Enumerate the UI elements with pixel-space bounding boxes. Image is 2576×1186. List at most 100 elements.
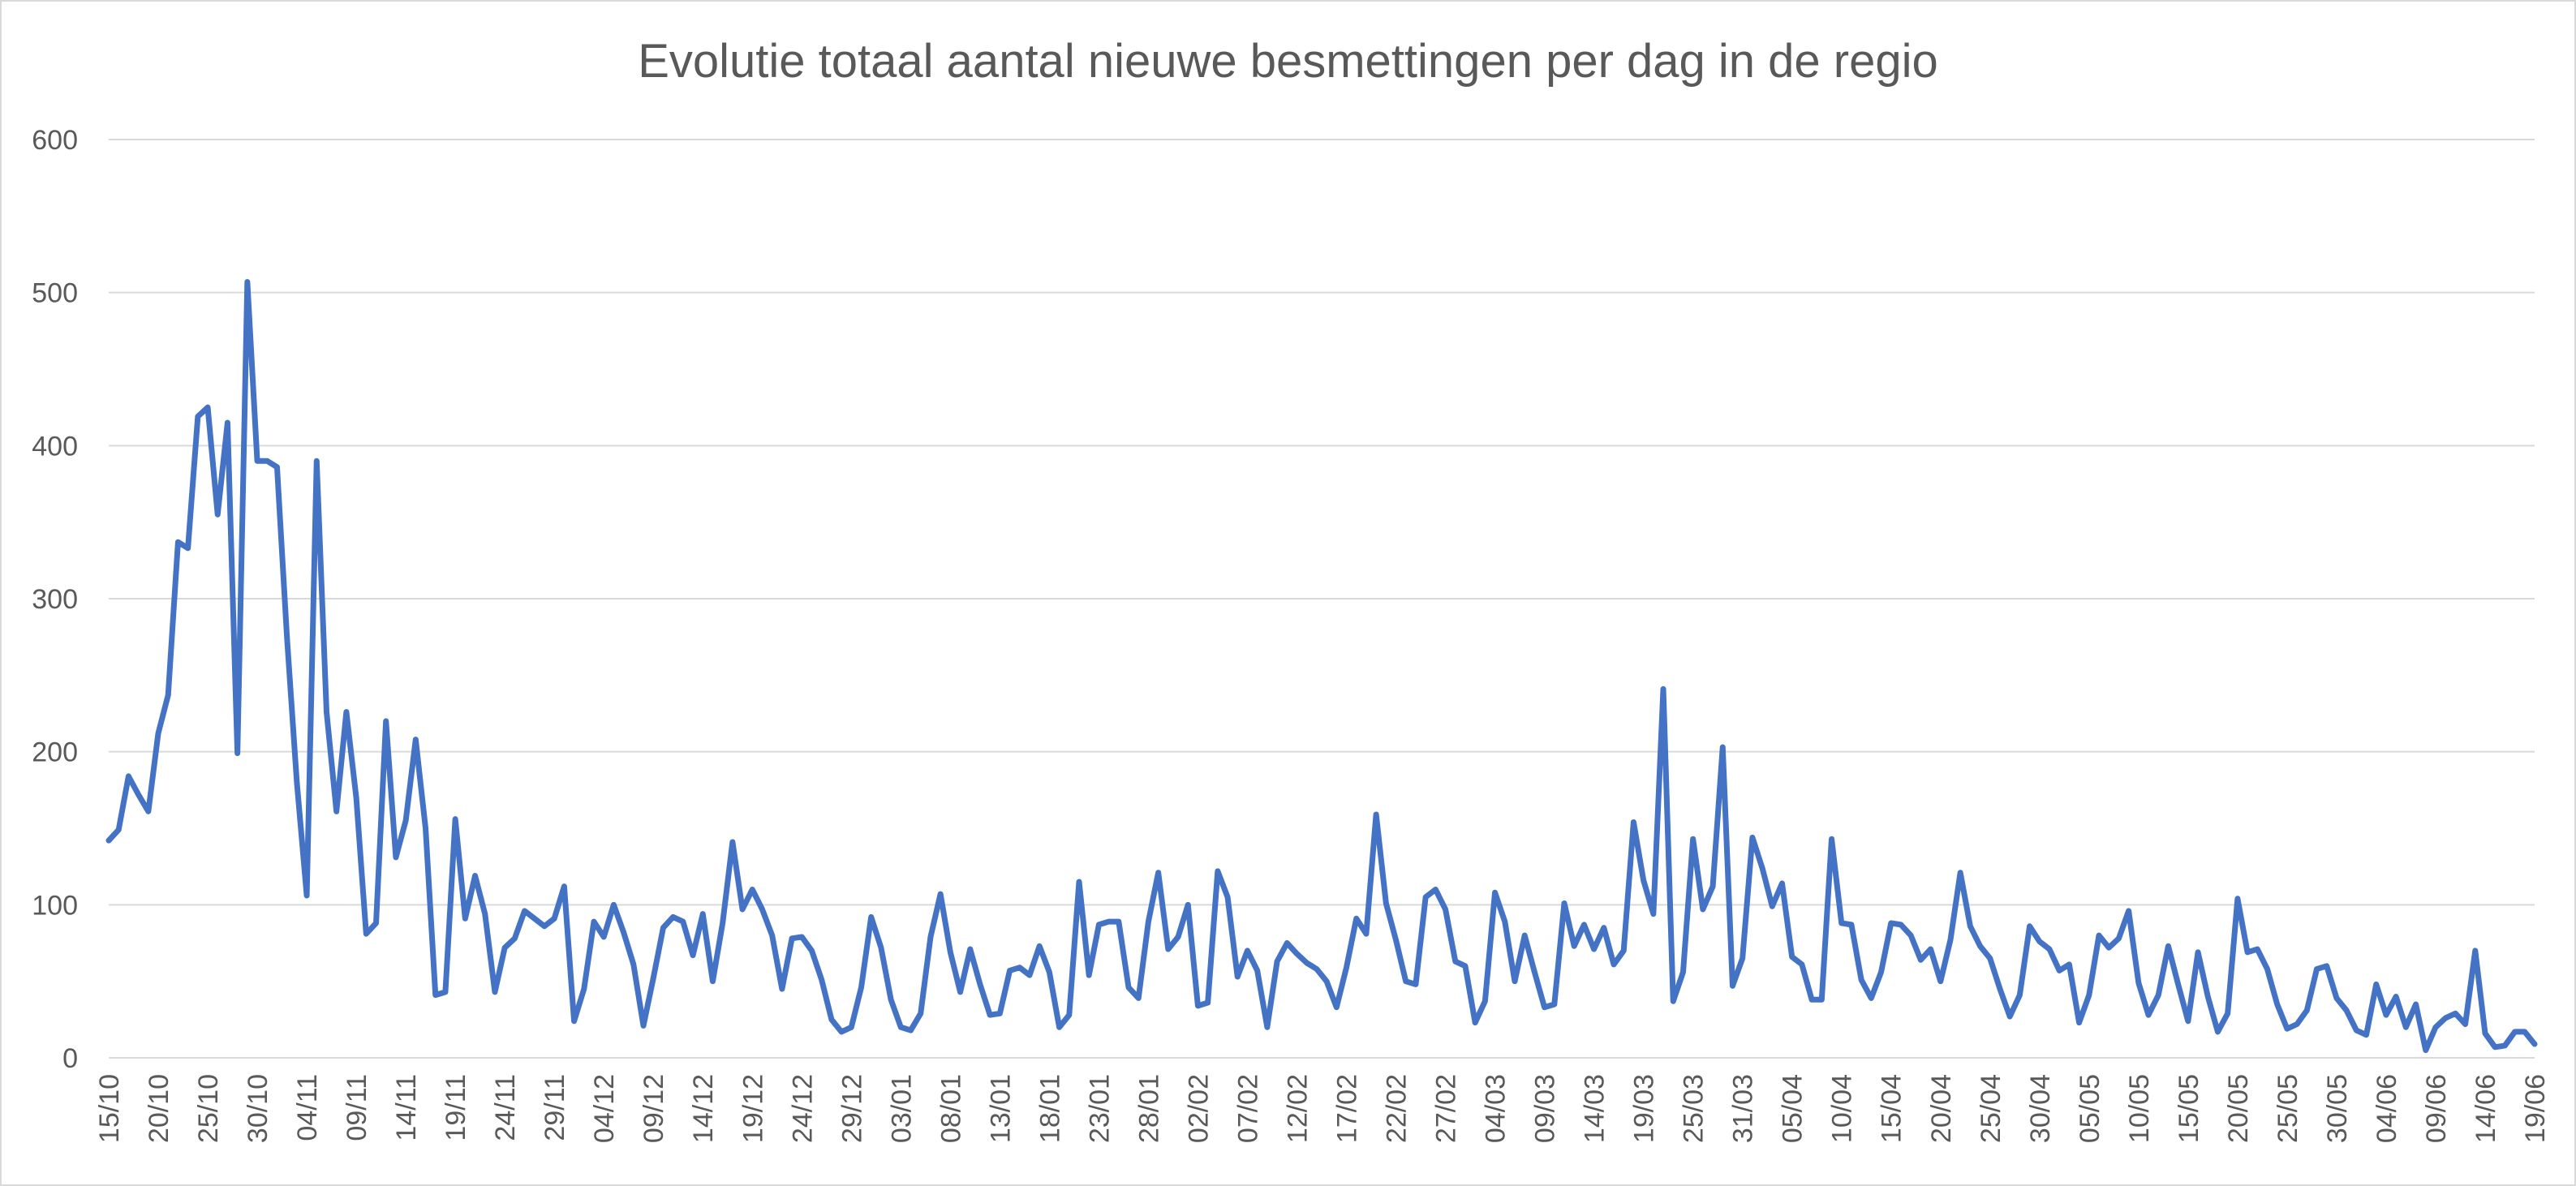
data-point — [849, 1025, 854, 1029]
data-point — [424, 826, 428, 831]
x-tick-label: 25/04 — [1976, 1074, 2006, 1143]
data-point — [1750, 835, 1755, 840]
data-point — [1047, 969, 1051, 974]
chart-title: Evolutie totaal aantal nieuwe besmetting… — [638, 35, 1938, 88]
data-point — [1889, 921, 1894, 926]
data-point — [651, 976, 656, 981]
data-point — [2215, 1029, 2220, 1034]
data-point — [1404, 979, 1408, 984]
x-tick-label: 19/03 — [1629, 1074, 1660, 1143]
data-point — [245, 279, 250, 284]
series — [105, 278, 2538, 1054]
data-point — [1453, 959, 1458, 964]
data-point — [1899, 922, 1903, 927]
data-point — [2304, 1008, 2309, 1013]
data-point — [2077, 1021, 2082, 1025]
x-tick-label: 02/02 — [1183, 1074, 1214, 1143]
x-tick-label: 05/04 — [1778, 1074, 1808, 1143]
data-point — [1364, 931, 1369, 936]
x-tick-label: 25/10 — [193, 1074, 224, 1143]
data-point — [1641, 878, 1646, 883]
data-point — [1176, 935, 1180, 939]
data-point — [186, 546, 191, 551]
data-point — [354, 795, 359, 800]
data-point — [1562, 900, 1567, 905]
x-tick-label: 13/01 — [985, 1074, 1016, 1143]
data-point — [1651, 912, 1656, 917]
data-point — [1482, 999, 1487, 1003]
data-point — [433, 993, 438, 998]
data-point — [1206, 1000, 1211, 1005]
data-point — [601, 935, 606, 939]
data-point — [720, 921, 725, 926]
data-point — [1542, 1005, 1547, 1010]
data-point — [690, 953, 695, 958]
data-point — [1572, 943, 1576, 948]
data-point — [2354, 1028, 2359, 1033]
data-point — [1413, 982, 1418, 986]
data-point — [997, 1011, 1002, 1016]
data-point — [700, 912, 705, 917]
data-point — [462, 916, 467, 921]
data-point — [552, 916, 557, 921]
data-point — [106, 838, 111, 843]
data-point — [611, 902, 616, 907]
data-point — [1275, 959, 1279, 964]
data-point — [2106, 945, 2111, 950]
x-tick-label: 08/01 — [935, 1074, 966, 1143]
data-point — [1037, 943, 1042, 948]
data-point — [1027, 973, 1032, 978]
data-point — [2334, 995, 2339, 1000]
data-point — [2245, 950, 2250, 955]
x-tick-label: 15/10 — [94, 1074, 125, 1143]
data-point — [2463, 1021, 2468, 1026]
data-point — [641, 1023, 646, 1028]
y-tick-label: 300 — [32, 584, 78, 615]
data-point — [938, 892, 943, 896]
data-point — [2513, 1029, 2518, 1034]
data-point — [1621, 948, 1626, 953]
data-point — [1156, 870, 1161, 875]
data-point — [1344, 965, 1349, 970]
data-point — [1265, 1025, 1270, 1029]
data-point — [1592, 947, 1597, 952]
data-point — [1215, 869, 1220, 874]
data-point — [2057, 968, 2062, 973]
data-point — [780, 986, 785, 991]
y-tick-label: 400 — [32, 431, 78, 462]
data-point — [730, 840, 735, 844]
data-point — [384, 719, 389, 724]
data-point — [166, 693, 170, 698]
data-point — [2364, 1033, 2369, 1038]
data-point — [2116, 936, 2121, 941]
data-point — [2473, 948, 2478, 953]
data-point — [958, 990, 963, 995]
data-point — [2066, 962, 2071, 967]
data-point — [1067, 1012, 1072, 1017]
data-point — [1493, 890, 1498, 895]
data-point — [1552, 1002, 1557, 1007]
data-point — [2235, 896, 2240, 901]
data-point — [205, 405, 210, 410]
data-point — [1800, 962, 1804, 967]
data-point — [1849, 922, 1854, 927]
data-point — [2492, 1045, 2497, 1050]
data-point — [710, 979, 715, 984]
data-point — [2403, 1025, 2408, 1029]
data-point — [2324, 964, 2329, 969]
data-point — [1443, 907, 1448, 912]
data-point — [1294, 952, 1299, 956]
data-point — [561, 884, 566, 889]
x-tick-label: 10/05 — [2124, 1074, 2155, 1143]
data-point — [1691, 836, 1696, 841]
data-point — [1869, 995, 1873, 1000]
data-point — [869, 914, 874, 919]
data-point — [2205, 995, 2210, 999]
data-point — [1324, 979, 1329, 984]
data-point — [1057, 1025, 1062, 1029]
data-point — [304, 893, 309, 898]
y-tick-label: 200 — [32, 737, 78, 768]
data-point — [1146, 919, 1150, 924]
data-point — [2453, 1011, 2458, 1016]
data-point — [1967, 924, 1972, 929]
